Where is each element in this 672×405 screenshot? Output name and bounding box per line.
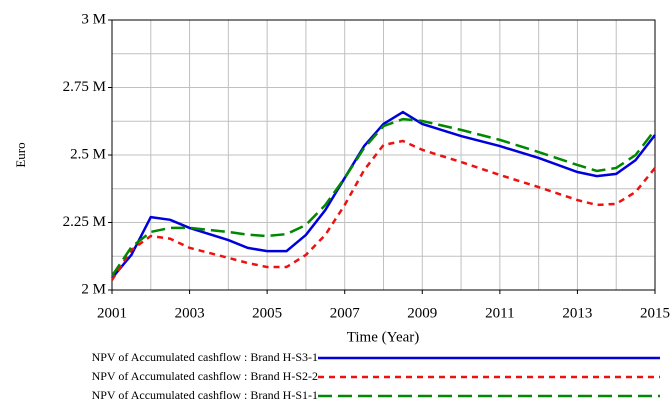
series-line xyxy=(111,110,656,279)
x-tick-label: 2005 xyxy=(252,305,282,321)
x-tick-label: 2001 xyxy=(97,305,127,321)
x-axis-label: Time (Year) xyxy=(347,329,420,345)
x-tick-label: 2013 xyxy=(562,305,592,321)
y-tick-label: 2.75 M xyxy=(63,79,106,95)
y-tick-label: 2 M xyxy=(81,281,106,297)
legend-label: NPV of Accumulated cashflow : Brand H-S3… xyxy=(92,350,318,364)
legend-label: NPV of Accumulated cashflow : Brand H-S1… xyxy=(92,388,318,402)
series-line xyxy=(110,139,656,281)
legend: NPV of Accumulated cashflow : Brand H-S3… xyxy=(92,350,660,402)
x-tick-label: 2015 xyxy=(640,305,670,321)
y-tick-label: 2.25 M xyxy=(63,214,106,230)
y-axis-label: Euro xyxy=(13,142,28,167)
x-tick-label: 2007 xyxy=(330,305,361,321)
x-tick-label: 2009 xyxy=(407,305,437,321)
x-tick-label: 2003 xyxy=(175,305,205,321)
y-tick-label: 3 M xyxy=(81,11,106,27)
series-line xyxy=(110,117,656,277)
legend-label: NPV of Accumulated cashflow : Brand H-S2… xyxy=(92,369,318,383)
x-tick-label: 2011 xyxy=(485,305,514,321)
y-tick-label: 2.5 M xyxy=(70,146,106,162)
